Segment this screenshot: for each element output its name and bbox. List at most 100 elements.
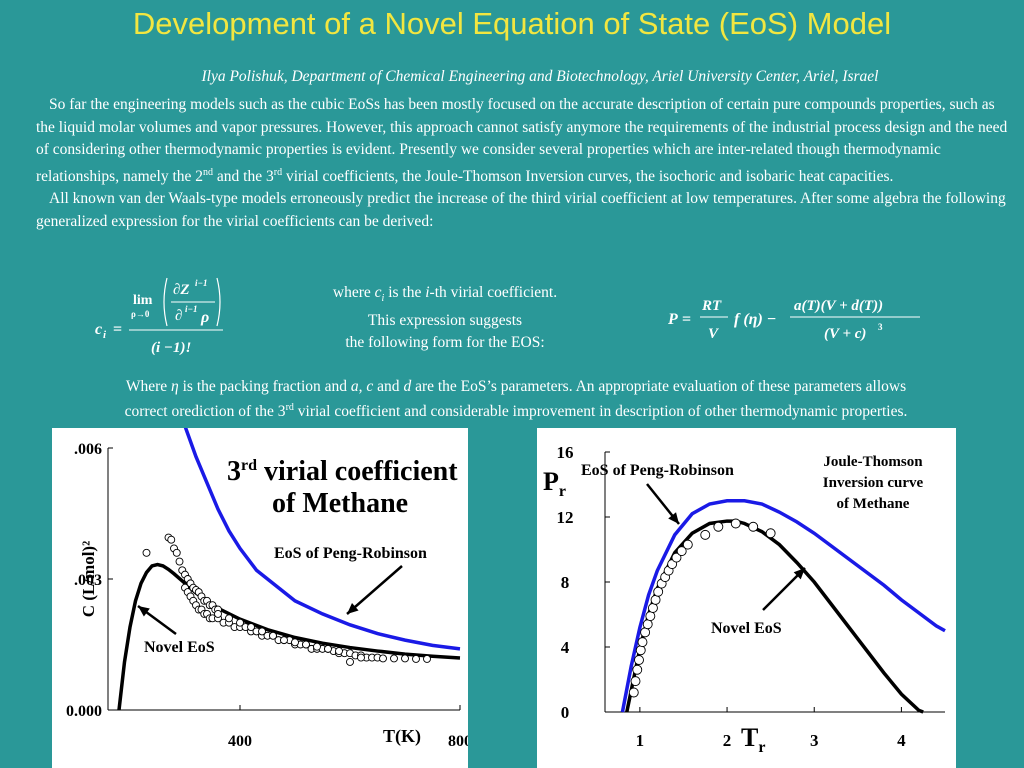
experimental-point <box>225 614 233 623</box>
arrow-novel-eos-head <box>793 568 805 580</box>
intro-sup-nd: nd <box>203 166 214 178</box>
virial-coefficient-equation: c i = lim ρ→0 ∂Z i−1 ∂ i−1 ρ (i −1)! <box>95 272 285 362</box>
mid-line1-post: -th virial coefficient. <box>429 284 558 301</box>
arrow-peng-robinson-head <box>347 603 359 614</box>
experimental-point <box>682 539 693 550</box>
experimental-point <box>346 658 354 666</box>
y-tick-label: 8 <box>561 573 570 592</box>
eos-v: V <box>708 326 720 342</box>
chart-title-line2: Inversion curve <box>823 475 924 491</box>
eq-denom: ∂ <box>175 308 182 324</box>
experimental-point <box>335 647 343 656</box>
y-axis-label: C (L/mol)² <box>79 541 98 617</box>
where-text: Where η is the packing fraction and a, c… <box>8 376 1024 422</box>
where-line2-sup: rd <box>285 402 294 413</box>
mid-line1-pre: where <box>332 284 375 301</box>
experimental-point <box>214 609 222 618</box>
experimental-point <box>401 654 409 663</box>
jt-chart-panel: 16 12 8 4 0 1 2 3 4 Pr Tr Joule-Thomson Inversion cu… <box>537 428 956 768</box>
where-post1: are the EoS’s parameters. An appropriate… <box>411 378 907 395</box>
experimental-point <box>637 637 648 648</box>
series-novel-eos-line <box>625 519 924 714</box>
eq-lim-sub: ρ→0 <box>131 309 150 319</box>
where-c: c <box>366 378 374 395</box>
annotation-novel-eos: Novel EoS <box>711 620 782 637</box>
where-d: d <box>403 378 412 395</box>
chart-title-line2: of Methane <box>272 488 408 519</box>
eos-equation: P = RT V f (η) − a(T)(V + d(T)) (V + c) … <box>667 290 928 350</box>
eos-numer: a(T)(V + d(T)) <box>794 298 883 314</box>
mid-line1-mid: is the <box>384 284 426 301</box>
intro-paragraph: So far the engineering models such as th… <box>36 94 1016 233</box>
y-tick-label: 0 <box>561 703 570 722</box>
mid-line1-ith: i <box>425 284 430 301</box>
experimental-point <box>700 529 711 540</box>
mid-line1-i: i <box>381 293 385 305</box>
arrow-peng-robinson-head <box>668 512 679 524</box>
eos-f-eta: f (η) − <box>734 311 776 328</box>
eq-lhs-sub: i <box>103 329 107 341</box>
intro-and: and the <box>213 167 266 185</box>
where-line2-pre: correct orediction of the 3 <box>124 403 286 421</box>
experimental-point <box>713 521 724 532</box>
chart-title-line1: Joule-Thomson <box>823 454 923 470</box>
intro-sup-rd: rd <box>273 166 283 178</box>
mid-line3: the following form for the EOS: <box>345 334 545 352</box>
experimental-point <box>236 618 244 627</box>
x-axis-label: Tr <box>741 723 765 756</box>
intro-n3: 3 <box>265 167 274 185</box>
experimental-point <box>175 557 184 566</box>
experimental-point <box>650 594 661 605</box>
experimental-point <box>280 636 288 645</box>
experimental-point <box>671 552 682 563</box>
eq-lim: lim <box>133 293 153 308</box>
arrow-novel-eos-head <box>138 606 150 617</box>
experimental-point <box>313 642 321 651</box>
chart-title-line3: of Methane <box>837 496 910 512</box>
experimental-point <box>634 655 644 665</box>
virial-chart: .006 .003 0.000 400 800 T(K) C (L/mol)² 3rd vir… <box>66 428 468 750</box>
annotation-peng-robinson: EoS of Peng-Robinson <box>581 462 734 479</box>
eos-rt: RT <box>701 298 722 314</box>
series-peng-robinson-line <box>620 499 946 713</box>
experimental-point <box>730 518 741 529</box>
where-comma: , <box>358 378 367 395</box>
arrow-peng-robinson-shaft <box>346 565 403 615</box>
experimental-point <box>423 654 431 663</box>
y-tick-label: 12 <box>557 508 574 527</box>
experimental-point <box>642 619 653 630</box>
eos-equals: = <box>682 311 691 328</box>
experimental-point <box>653 586 664 597</box>
experimental-point <box>291 638 299 647</box>
experimental-point <box>302 640 310 649</box>
poster-title: Development of a Novel Equation of State… <box>132 6 892 41</box>
experimental-point <box>258 627 266 636</box>
eq-denom-sup: i−1 <box>185 304 197 314</box>
experimental-point <box>142 548 151 557</box>
experimental-point <box>748 521 759 532</box>
experimental-point <box>632 664 643 675</box>
experimental-point <box>247 623 255 631</box>
where-and: and <box>373 378 404 395</box>
annotation-peng-robinson: EoS of Peng-Robinson <box>274 545 427 562</box>
y-tick-label: .003 <box>74 572 102 589</box>
experimental-point <box>379 654 387 663</box>
x-axis-label: T(K) <box>383 726 421 747</box>
where-pre: Where <box>125 378 172 395</box>
experimental-point <box>645 611 656 622</box>
eq-factorial: (i −1)! <box>151 340 191 356</box>
eos-denom-sup: 3 <box>878 322 883 332</box>
experimental-point <box>357 653 365 662</box>
y-tick-label: 16 <box>557 443 574 462</box>
experimental-point <box>765 528 776 539</box>
virial-chart-panel: .006 .003 0.000 400 800 T(K) C (L/mol)² 3rd vir… <box>52 428 468 768</box>
x-tick-label: 1 <box>636 731 645 750</box>
eq-rho: ρ <box>200 309 209 326</box>
experimental-point <box>412 654 420 663</box>
where-mid1: is the packing fraction and <box>178 378 351 395</box>
x-tick-label: 3 <box>810 731 819 750</box>
mid-line2: This expression suggests <box>367 312 523 330</box>
experimental-point <box>269 631 277 640</box>
intro-p1: So far the engineering models such as th… <box>36 96 1008 185</box>
